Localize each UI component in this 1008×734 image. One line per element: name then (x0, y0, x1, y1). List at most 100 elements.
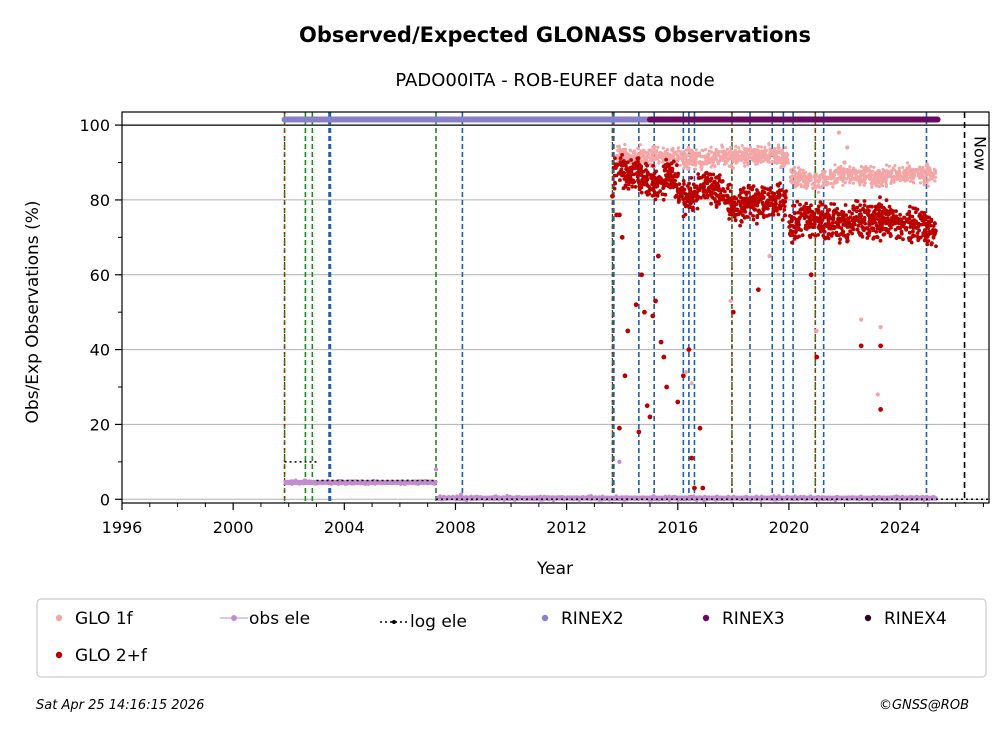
data-point (789, 219, 794, 224)
data-point (860, 217, 865, 222)
data-point (691, 150, 695, 154)
data-point (876, 203, 881, 208)
data-point (319, 480, 323, 485)
data-point (678, 163, 682, 167)
data-point (835, 206, 840, 211)
data-point (846, 175, 851, 179)
glo2f-marker (55, 651, 63, 659)
data-point (296, 480, 300, 484)
data-point (629, 158, 633, 162)
data-point (704, 147, 708, 152)
data-point (896, 176, 900, 181)
data-point (663, 192, 668, 197)
data-point (707, 149, 712, 153)
data-point (696, 154, 701, 158)
data-point (733, 218, 738, 223)
data-point (702, 173, 707, 178)
data-point (822, 229, 827, 234)
data-point (878, 195, 882, 200)
data-point (702, 184, 706, 189)
data-point (312, 482, 316, 486)
data-point (653, 151, 657, 155)
data-point (699, 165, 703, 169)
data-point (914, 167, 918, 171)
data-point (707, 185, 712, 190)
data-point (687, 149, 692, 153)
data-point (737, 146, 741, 150)
outlier-point (689, 381, 694, 386)
data-point (858, 203, 863, 208)
data-point (894, 171, 899, 175)
data-point (790, 240, 795, 245)
data-point (872, 180, 877, 184)
footer-copyright: ©GNSS@ROB (879, 698, 969, 713)
data-point (762, 495, 766, 499)
data-point (914, 221, 919, 226)
x-tick-label: 2020 (769, 518, 810, 537)
data-point (871, 226, 876, 231)
data-point (617, 146, 622, 150)
outlier-point (728, 298, 733, 304)
data-point (497, 495, 502, 499)
data-point (866, 227, 870, 231)
data-point (682, 150, 686, 154)
data-point (810, 209, 815, 214)
data-point (750, 204, 754, 208)
data-point (773, 161, 777, 165)
data-point (795, 175, 799, 179)
data-point (927, 229, 932, 234)
data-point (589, 494, 593, 498)
data-point (743, 164, 747, 168)
data-point (752, 154, 756, 158)
data-point (763, 145, 767, 149)
data-point (792, 211, 797, 216)
data-point (833, 163, 837, 167)
data-point (640, 179, 645, 184)
data-point (818, 200, 823, 205)
data-point (922, 170, 927, 174)
x-tick-label: 2004 (324, 518, 365, 537)
data-point (786, 161, 790, 165)
data-point (848, 229, 853, 234)
data-point (777, 191, 782, 196)
data-point (843, 181, 847, 185)
data-point (723, 162, 727, 166)
y-tick-label: 0 (100, 490, 110, 509)
data-point (751, 214, 755, 218)
data-point (879, 171, 883, 175)
data-point (307, 480, 311, 484)
data-point (698, 160, 702, 164)
data-point (858, 183, 862, 187)
data-point (761, 203, 766, 208)
data-point (776, 143, 781, 147)
data-point (612, 186, 617, 191)
data-point (736, 156, 741, 161)
data-point (773, 147, 777, 151)
data-point (733, 156, 737, 160)
rinex2-marker (541, 614, 549, 622)
data-point (618, 178, 622, 183)
data-point (670, 148, 674, 152)
outlier-point (619, 234, 625, 240)
data-point (838, 167, 842, 171)
data-point (632, 165, 636, 170)
data-point (746, 156, 751, 160)
outlier-point (755, 287, 761, 293)
data-point (783, 213, 787, 218)
data-point (739, 219, 744, 223)
data-point (286, 480, 290, 484)
outlier-point (767, 253, 772, 259)
data-point (779, 157, 783, 161)
data-point (645, 163, 649, 168)
data-point (452, 496, 456, 500)
data-point (653, 197, 658, 202)
data-point (354, 481, 358, 485)
data-point (923, 214, 928, 219)
data-point (884, 198, 889, 203)
data-point (800, 213, 805, 217)
data-point (828, 170, 833, 174)
data-point (744, 147, 749, 151)
data-point (859, 165, 863, 169)
data-point (337, 482, 341, 486)
glo1f-marker (55, 614, 63, 622)
